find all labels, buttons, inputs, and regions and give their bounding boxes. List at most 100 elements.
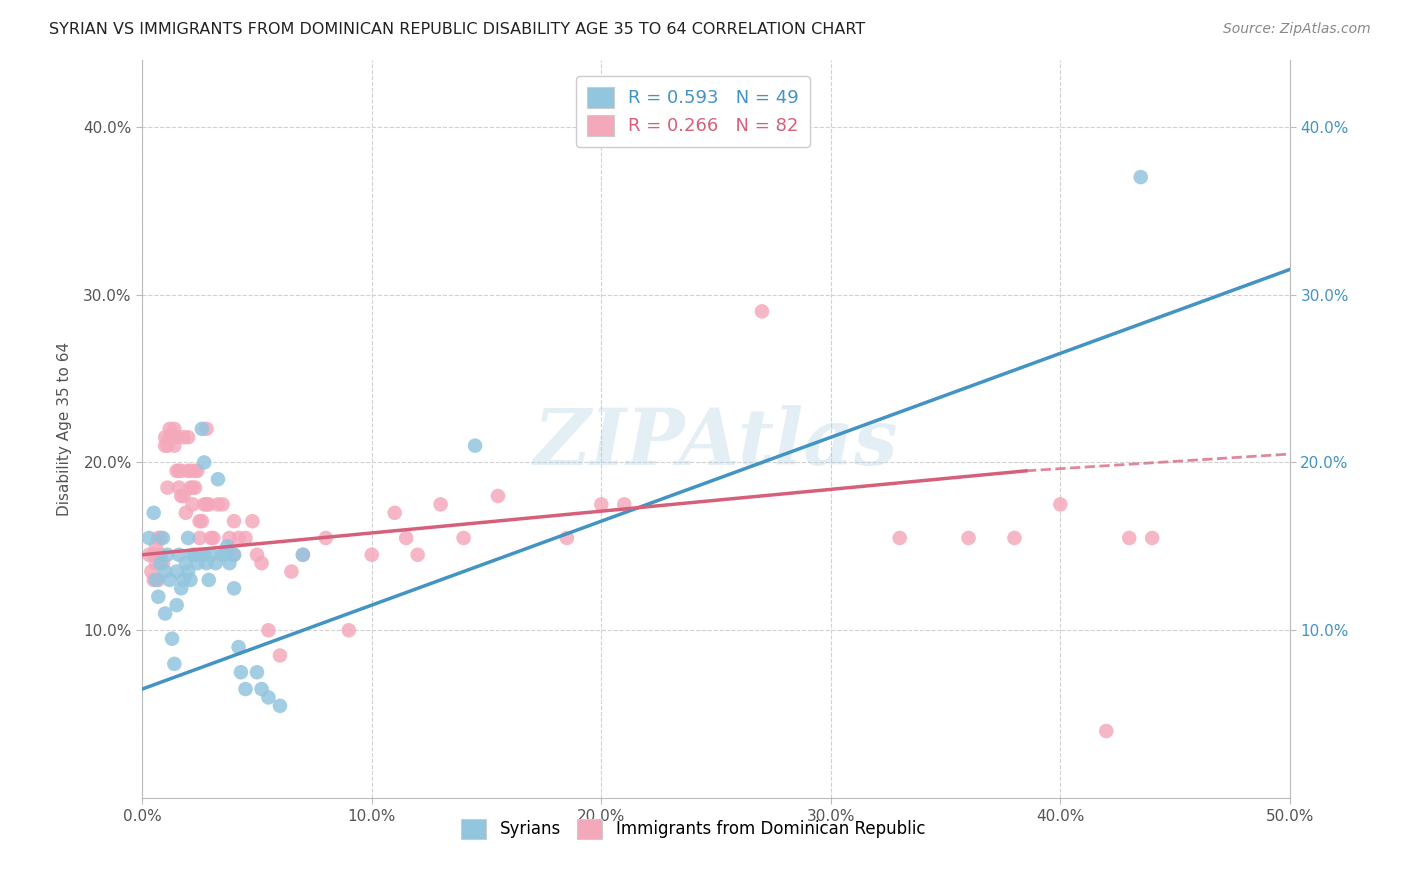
Point	[291, 548, 314, 562]
Point	[173, 573, 195, 587]
Point	[177, 565, 200, 579]
Point	[170, 489, 193, 503]
Point	[889, 531, 911, 545]
Text: SYRIAN VS IMMIGRANTS FROM DOMINICAN REPUBLIC DISABILITY AGE 35 TO 64 CORRELATION: SYRIAN VS IMMIGRANTS FROM DOMINICAN REPU…	[49, 22, 866, 37]
Point	[211, 548, 233, 562]
Point	[257, 624, 280, 638]
Point	[166, 430, 188, 444]
Point	[153, 565, 176, 579]
Point	[315, 531, 337, 545]
Point	[222, 582, 245, 596]
Point	[153, 607, 176, 621]
Point	[1129, 170, 1152, 185]
Point	[1140, 531, 1163, 545]
Point	[1004, 531, 1026, 545]
Point	[148, 590, 170, 604]
Point	[181, 548, 204, 562]
Point	[142, 506, 165, 520]
Point	[163, 422, 186, 436]
Point	[159, 430, 181, 444]
Point	[214, 548, 236, 562]
Point	[406, 548, 429, 562]
Point	[395, 531, 418, 545]
Point	[179, 573, 201, 587]
Point	[145, 573, 167, 587]
Point	[204, 556, 226, 570]
Point	[174, 556, 197, 570]
Point	[163, 439, 186, 453]
Point	[1095, 724, 1118, 739]
Point	[1049, 497, 1071, 511]
Legend: Syrians, Immigrants from Dominican Republic: Syrians, Immigrants from Dominican Repub…	[454, 813, 932, 846]
Point	[360, 548, 382, 562]
Point	[207, 472, 229, 486]
Point	[173, 430, 195, 444]
Point	[218, 531, 240, 545]
Point	[160, 430, 183, 444]
Point	[167, 481, 190, 495]
Point	[751, 304, 773, 318]
Point	[174, 506, 197, 520]
Point	[179, 481, 201, 495]
Point	[242, 514, 264, 528]
Point	[148, 531, 170, 545]
Point	[235, 531, 257, 545]
Text: Source: ZipAtlas.com: Source: ZipAtlas.com	[1223, 22, 1371, 37]
Point	[217, 540, 239, 554]
Point	[177, 531, 200, 545]
Point	[145, 556, 167, 570]
Point	[257, 690, 280, 705]
Point	[167, 464, 190, 478]
Point	[197, 573, 219, 587]
Point	[138, 548, 160, 562]
Point	[229, 665, 252, 680]
Point	[166, 598, 188, 612]
Point	[291, 548, 314, 562]
Point	[156, 481, 179, 495]
Point	[246, 548, 269, 562]
Point	[222, 514, 245, 528]
Point	[195, 556, 218, 570]
Point	[200, 548, 222, 562]
Point	[222, 548, 245, 562]
Point	[184, 548, 207, 562]
Point	[142, 548, 165, 562]
Point	[181, 497, 204, 511]
Point	[197, 497, 219, 511]
Point	[200, 531, 222, 545]
Point	[184, 481, 207, 495]
Point	[148, 573, 170, 587]
Point	[453, 531, 475, 545]
Point	[228, 640, 250, 654]
Point	[142, 573, 165, 587]
Point	[228, 531, 250, 545]
Point	[202, 531, 225, 545]
Point	[246, 665, 269, 680]
Point	[173, 489, 195, 503]
Point	[269, 698, 291, 713]
Point	[149, 548, 172, 562]
Point	[181, 481, 204, 495]
Point	[177, 430, 200, 444]
Text: ZIPAtlas: ZIPAtlas	[534, 405, 898, 482]
Point	[186, 556, 208, 570]
Point	[153, 439, 176, 453]
Point	[222, 548, 245, 562]
Point	[160, 430, 183, 444]
Point	[153, 430, 176, 444]
Point	[269, 648, 291, 663]
Point	[138, 531, 160, 545]
Point	[384, 506, 406, 520]
Point	[957, 531, 980, 545]
Point	[149, 556, 172, 570]
Point	[177, 464, 200, 478]
Point	[280, 565, 302, 579]
Point	[149, 531, 172, 545]
Point	[235, 681, 257, 696]
Point	[193, 548, 215, 562]
Point	[179, 464, 201, 478]
Point	[250, 681, 273, 696]
Point	[218, 556, 240, 570]
Point	[211, 497, 233, 511]
Point	[191, 514, 214, 528]
